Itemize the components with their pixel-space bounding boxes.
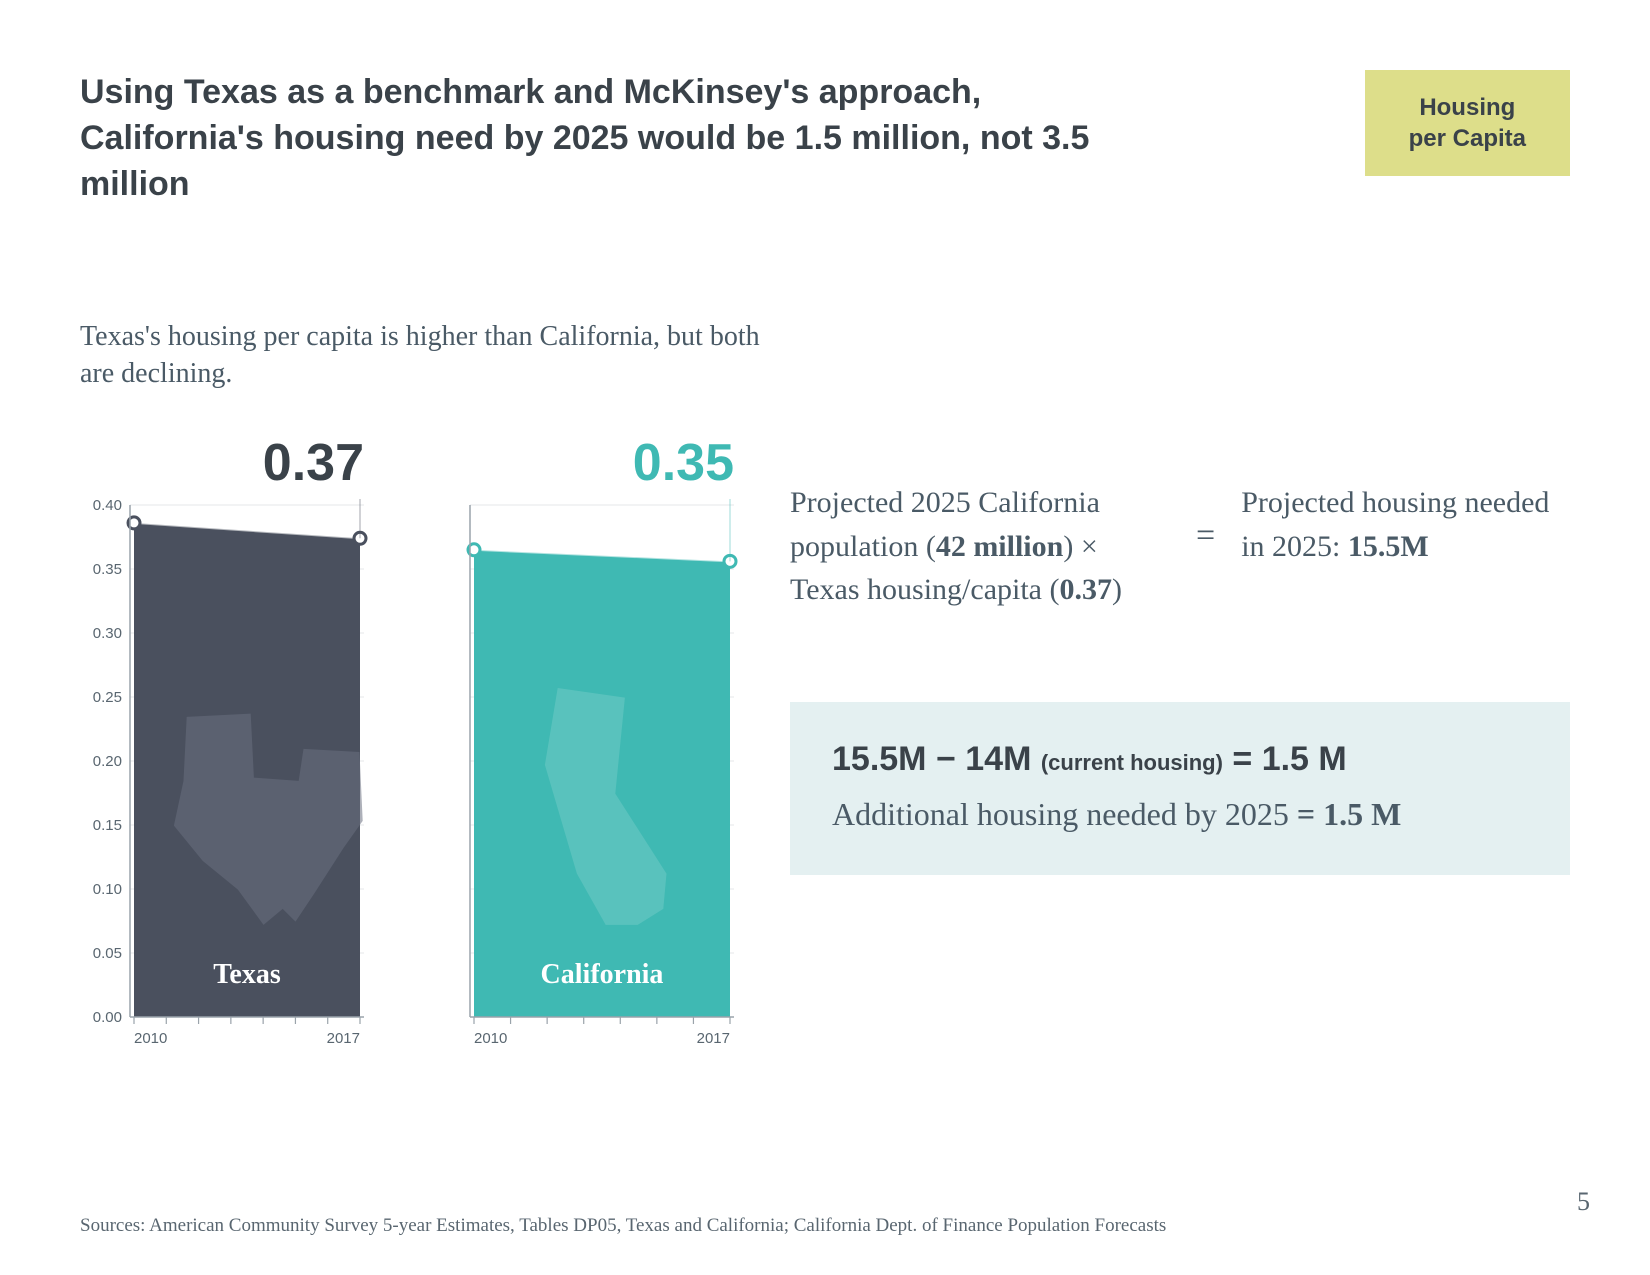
chart-california: California 2010 2017 — [450, 499, 740, 1059]
callout-line-1: 15.5M − 14M (current housing) = 1.5 M — [832, 740, 1528, 779]
equation-left: Projected 2025 California population (42… — [790, 481, 1170, 612]
right-column: Projected 2025 California population (42… — [790, 433, 1570, 1059]
badge-line-1: Housing — [1409, 92, 1526, 123]
svg-text:0.25: 0.25 — [93, 689, 122, 706]
california-big-value: 0.35 — [633, 433, 740, 493]
equation: Projected 2025 California population (42… — [790, 481, 1570, 612]
slide: Using Texas as a benchmark and McKinsey'… — [0, 0, 1650, 1275]
source-footer: Sources: American Community Survey 5-yea… — [80, 1215, 1166, 1237]
slide-title: Using Texas as a benchmark and McKinsey'… — [80, 70, 1160, 208]
category-badge: Housing per Capita — [1365, 70, 1570, 176]
svg-text:0.10: 0.10 — [93, 881, 122, 898]
svg-text:0.35: 0.35 — [93, 561, 122, 578]
svg-text:0.05: 0.05 — [93, 945, 122, 962]
chart-texas: 0.00 0.05 0.10 0.15 0.20 0.25 0.30 0.35 0.40 Texa… — [80, 499, 370, 1059]
equation-right: Projected housing needed in 2025: 15.5M — [1241, 481, 1570, 568]
svg-text:2017: 2017 — [327, 1030, 360, 1047]
svg-text:0.15: 0.15 — [93, 817, 122, 834]
equation-equals: = — [1196, 481, 1215, 560]
callout-box: 15.5M − 14M (current housing) = 1.5 M Ad… — [790, 702, 1570, 875]
svg-text:2010: 2010 — [474, 1030, 507, 1047]
svg-text:2010: 2010 — [134, 1030, 167, 1047]
callout-line-2: Additional housing needed by 2025 = 1.5 … — [832, 791, 1528, 837]
texas-big-value: 0.37 — [263, 433, 370, 493]
page-number: 5 — [1577, 1187, 1590, 1217]
badge-line-2: per Capita — [1409, 123, 1526, 154]
content-row: 0.37 0.00 0.05 0.10 0.15 0.20 0.25 0.30 0.35 0.4… — [80, 433, 1570, 1059]
svg-text:0.30: 0.30 — [93, 625, 122, 642]
chart-texas-wrap: 0.37 0.00 0.05 0.10 0.15 0.20 0.25 0.30 0.35 0.4… — [80, 433, 370, 1059]
charts-group: 0.37 0.00 0.05 0.10 0.15 0.20 0.25 0.30 0.35 0.4… — [80, 433, 740, 1059]
chart-subhead: Texas's housing per capita is higher tha… — [80, 318, 800, 394]
header-row: Using Texas as a benchmark and McKinsey'… — [80, 70, 1570, 208]
svg-text:Texas: Texas — [213, 959, 281, 990]
svg-text:California: California — [541, 959, 664, 990]
svg-text:0.20: 0.20 — [93, 753, 122, 770]
svg-text:2017: 2017 — [697, 1030, 730, 1047]
svg-text:0.40: 0.40 — [93, 499, 122, 514]
svg-text:0.00: 0.00 — [93, 1009, 122, 1026]
chart-california-wrap: 0.35 California 2010 2017 — [450, 433, 740, 1059]
